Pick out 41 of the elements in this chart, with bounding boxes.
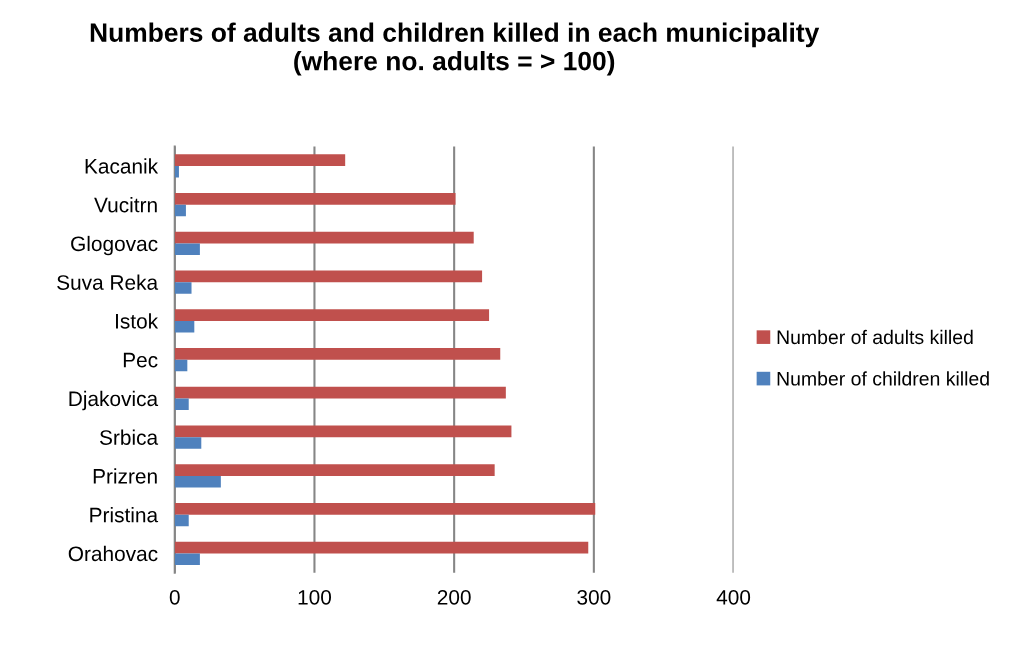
y-tick-label: Kacanik: [85, 158, 159, 174]
y-tick-label: Suva Reka: [57, 274, 159, 290]
x-tick-label: 100: [298, 589, 332, 605]
bar: [174, 320, 195, 333]
y-tick-label: Srbica: [99, 429, 159, 445]
bar: [174, 398, 189, 411]
y-tick-label: Orahovac: [68, 545, 158, 562]
bar: [174, 386, 506, 399]
legend-label: Number of children killed: [777, 371, 989, 386]
bar: [174, 425, 512, 438]
bar: [174, 154, 346, 166]
bar: [174, 437, 202, 449]
bar: [174, 231, 474, 244]
y-tick-label: Djakovica: [69, 390, 159, 411]
bar: [174, 165, 179, 178]
y-tick-label: Vucitrn: [94, 197, 157, 213]
x-tick-label: 0: [169, 589, 180, 605]
bar: [174, 282, 192, 294]
y-tick-label: Glogovac: [71, 235, 158, 256]
y-tick-label: Pristina: [90, 507, 159, 523]
legend-label: Number of adults killed: [777, 329, 973, 345]
bar: [174, 193, 456, 205]
bar: [174, 475, 221, 488]
y-tick-label: Prizren: [93, 468, 157, 484]
bar: [174, 348, 501, 360]
bar: [174, 514, 189, 527]
bar: [174, 243, 200, 256]
bar: [174, 541, 589, 554]
chart-title: Numbers of adults and children killed in each municipality (where no. adults = > 100): [90, 22, 820, 76]
bar: [174, 270, 483, 283]
bar: [174, 553, 200, 566]
x-tick-label: 400: [716, 589, 751, 605]
x-tick-label: 200: [437, 589, 471, 605]
bar: [174, 503, 596, 515]
y-tick-label: Istok: [116, 313, 159, 329]
bar: [174, 464, 495, 476]
y-tick-label: Pec: [123, 352, 158, 368]
bar: [174, 309, 490, 321]
bar: [174, 204, 186, 217]
bar: [174, 359, 188, 372]
x-tick-label: 300: [577, 589, 611, 605]
